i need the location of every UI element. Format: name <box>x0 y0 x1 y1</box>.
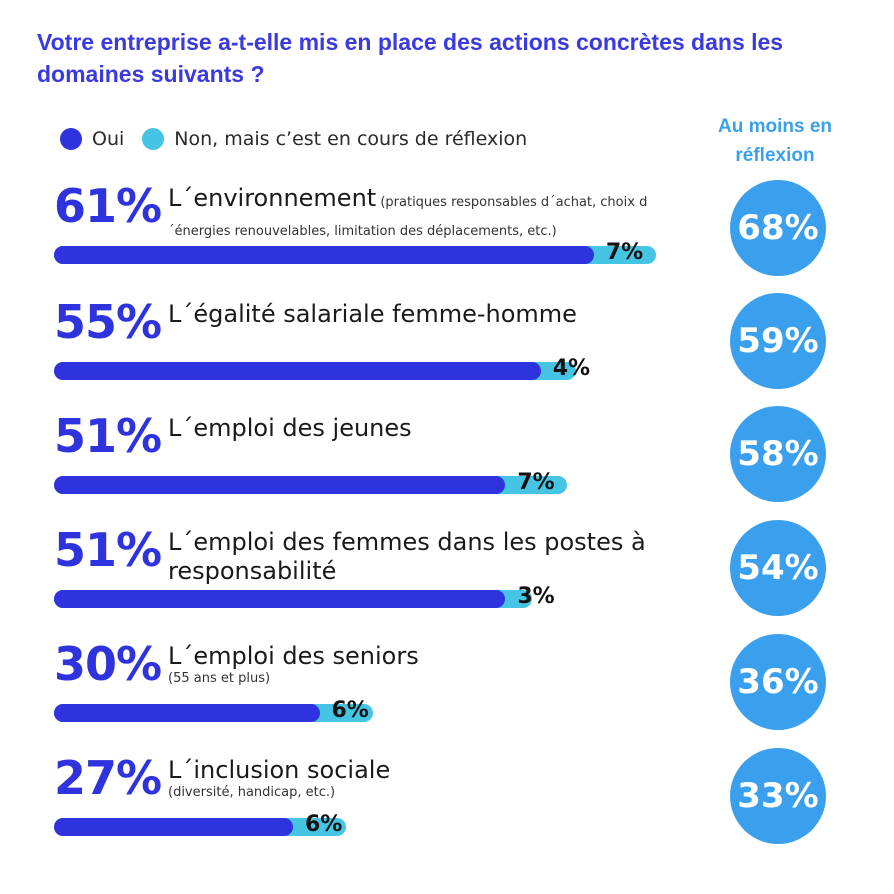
category-label: L´emploi des femmes dans les postes à re… <box>168 528 646 585</box>
legend-entry-oui: Oui <box>60 128 124 150</box>
bar-oui <box>54 590 506 608</box>
non-value-label: 3% <box>517 584 555 609</box>
oui-value-label: 51% <box>54 523 162 577</box>
chart-row: 51% L´emploi des jeunes 7% <box>0 410 894 524</box>
legend-swatch-non <box>142 128 165 150</box>
chart-row: 61% L´environnement (pratiques responsabl… <box>0 180 894 294</box>
bar-oui <box>54 818 293 836</box>
category-note: (diversité, handicap, etc.) <box>168 785 336 800</box>
category-label: L´égalité salariale femme-homme <box>168 300 577 328</box>
totals-heading: Au moins en réflexion <box>717 116 832 166</box>
legend-swatch-oui <box>60 128 82 150</box>
legend-label-non: Non, mais c’est en cours de réflexion <box>174 128 528 150</box>
total-circle: 36% <box>730 634 826 730</box>
non-value-label: 7% <box>517 470 555 495</box>
category-note: (pratiques responsables d´achat, choix d… <box>168 195 648 239</box>
oui-value-label: 61% <box>54 179 162 233</box>
bar-oui <box>54 476 506 494</box>
category-label: L´emploi des jeunes <box>168 414 412 442</box>
category-label: L´inclusion sociale <box>168 756 391 784</box>
oui-value-label: 27% <box>54 751 162 805</box>
non-value-label: 7% <box>605 240 644 265</box>
category-label: L´environnement (pratiques responsables … <box>168 184 648 239</box>
bar-oui <box>54 362 541 380</box>
total-circle: 68% <box>730 180 826 276</box>
bar-oui <box>54 704 320 722</box>
legend-label-oui: Oui <box>92 128 125 150</box>
oui-value-label: 55% <box>54 295 162 349</box>
total-circle: 59% <box>730 293 826 389</box>
oui-value-label: 30% <box>54 637 162 691</box>
non-value-label: 6% <box>331 698 369 723</box>
chart-row: 51% L´emploi des femmes dans les postes à… <box>0 524 894 638</box>
total-circle: 54% <box>730 520 826 616</box>
oui-value-label: 51% <box>54 409 162 463</box>
legend: Oui Non, mais c’est en cours de réflexio… <box>60 125 545 153</box>
chart-row: 27% L´inclusion sociale (diversité, handic… <box>0 752 894 866</box>
category-label: L´emploi des seniors <box>168 642 419 670</box>
bar-oui <box>54 246 594 264</box>
chart-row: 30% L´emploi des seniors (55 ans et plus) 6… <box>0 638 894 752</box>
non-value-label: 6% <box>304 812 343 837</box>
chart-row: 55% L´égalité salariale femme-homme 4% <box>0 296 894 410</box>
category-note: (55 ans et plus) <box>168 671 271 686</box>
non-value-label: 4% <box>552 356 591 381</box>
chart-title: Votre entreprise a-t-elle mis en place d… <box>37 29 784 87</box>
total-circle: 33% <box>730 748 826 844</box>
total-circle: 58% <box>730 406 826 502</box>
legend-entry-non: Non, mais c’est en cours de réflexion <box>142 128 527 150</box>
